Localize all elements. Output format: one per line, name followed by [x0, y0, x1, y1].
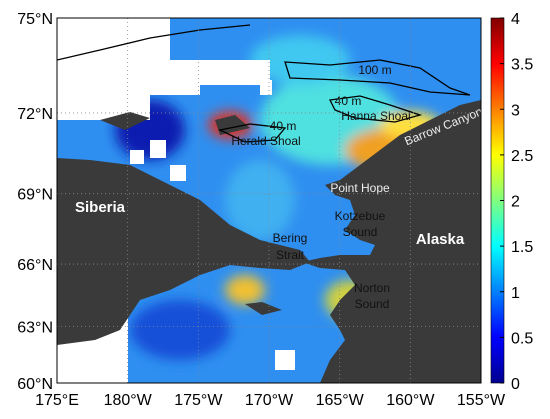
place-label: Siberia: [75, 199, 126, 216]
lat-tick-label: 63°N: [17, 320, 53, 337]
lon-tick-label: 180°W: [104, 392, 153, 409]
field: Siberia Alaska Point Hope Bering Strait …: [57, 18, 481, 383]
colorbar-tick-label: 0: [511, 376, 520, 393]
place-label: Sound: [355, 297, 390, 311]
place-label: Kotzebue: [335, 209, 386, 223]
lat-tick-label: 69°N: [17, 187, 53, 204]
colorbar-tick-label: 2.5: [511, 148, 533, 165]
lon-tick-label: 175°E: [35, 392, 79, 409]
lon-tick-label: 170°W: [245, 392, 294, 409]
lat-tick-label: 72°N: [17, 106, 53, 123]
lat-tick-label: 75°N: [17, 11, 53, 28]
contour-label: 40 m: [335, 94, 362, 108]
contour-label: 100 m: [358, 63, 391, 77]
lon-tick-label: 165°W: [316, 392, 365, 409]
place-label: Strait: [276, 248, 305, 262]
lon-tick-label: 155°W: [457, 392, 506, 409]
place-label: Herald Shoal: [231, 134, 300, 148]
colorbar-tick-label: 3: [511, 102, 520, 119]
colorbar-tick-label: 3.5: [511, 57, 533, 74]
place-label: Norton: [354, 281, 390, 295]
place-label: Bering: [273, 231, 308, 245]
place-label: Sound: [343, 225, 378, 239]
place-label: Hanna Shoal: [341, 109, 410, 123]
lon-tick-label: 160°W: [386, 392, 435, 409]
place-label: Point Hope: [330, 181, 390, 195]
colorbar-tick-label: 4: [511, 11, 520, 28]
colorbar-tick-label: 1: [511, 285, 520, 302]
lat-tick-label: 66°N: [17, 257, 53, 274]
frame: [56, 17, 482, 384]
contour-label: 40 m: [270, 119, 297, 133]
lon-tick-label: 175°W: [174, 392, 223, 409]
lat-tick-label: 60°N: [17, 376, 53, 393]
colorbar-tick-label: 0.5: [511, 330, 533, 347]
place-label: Alaska: [416, 231, 465, 248]
colorbar-tick-label: 2: [511, 194, 520, 211]
colorbar-tick-label: 1.5: [511, 239, 533, 256]
